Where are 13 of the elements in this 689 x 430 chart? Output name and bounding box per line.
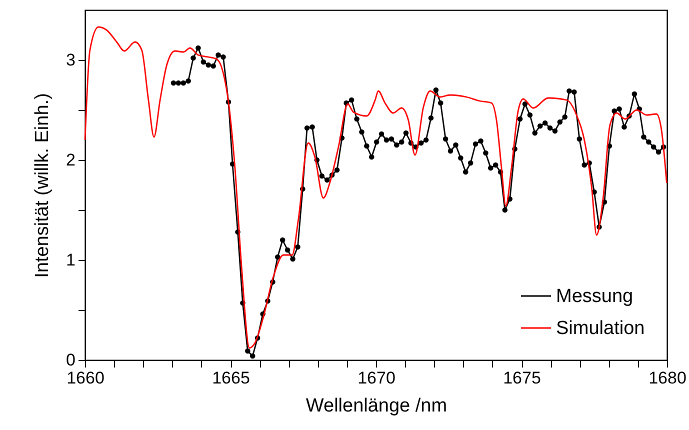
x-tick-label: 1670 bbox=[358, 368, 396, 388]
y-tick-label: 3 bbox=[66, 50, 76, 70]
x-axis-title: Wellenlänge /nm bbox=[306, 396, 448, 416]
legend-label: Messung bbox=[556, 286, 634, 307]
x-tick-label: 1680 bbox=[648, 368, 686, 388]
x-tick-label: 1675 bbox=[503, 368, 541, 388]
legend-label: Simulation bbox=[556, 318, 645, 339]
y-tick-label: 2 bbox=[66, 150, 76, 170]
y-axis-title: Intensität (willk. Einh.) bbox=[32, 93, 54, 278]
x-tick-label: 1665 bbox=[212, 368, 250, 388]
y-tick-label: 0 bbox=[66, 350, 76, 370]
y-tick-label: 1 bbox=[66, 250, 76, 270]
x-tick-label: 1660 bbox=[66, 368, 104, 388]
